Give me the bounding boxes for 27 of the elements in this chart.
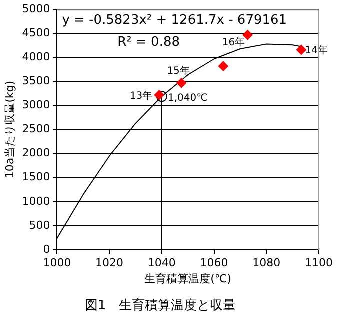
y-tick-label: 3500 [22, 74, 50, 88]
annotation: 16年 [222, 36, 246, 49]
text: 図1 生育積算温度と収量 [84, 298, 236, 314]
y-tick-label: 500 [29, 218, 50, 232]
annotation: 1,040℃ [168, 93, 208, 104]
y-tick-label: 2000 [22, 146, 50, 160]
y-tick-label: 1000 [22, 194, 50, 208]
x-axis-title: 生育積算温度(℃) [144, 272, 232, 286]
x-tick-label: 1020 [96, 256, 124, 270]
x-tick-label: 1080 [252, 256, 281, 270]
y-tick-label: 5000 [22, 2, 50, 16]
y-tick-label: 4000 [22, 50, 50, 64]
x-tick-label: 1100 [305, 256, 333, 270]
y-tick-label: 3000 [22, 98, 50, 112]
x-tick-label: 1000 [43, 256, 72, 270]
y-tick-label: 1500 [22, 170, 50, 184]
annotation: R² = 0.88 [118, 34, 180, 50]
annotation: 15年 [167, 64, 190, 77]
y-tick-label: 0 [43, 242, 50, 256]
x-tick-label: 1060 [200, 256, 228, 270]
y-tick-label: 4500 [22, 26, 50, 40]
annotation: y = -0.5823x² + 1261.7x - 679161 [62, 12, 288, 28]
x-tick-label: 1040 [148, 256, 176, 270]
y-axis-title: 10a当たり収量(kg) [3, 80, 16, 179]
annotation: 14年 [305, 44, 328, 57]
y-tick-label: 2500 [22, 122, 50, 136]
annotation: 13年 [130, 90, 153, 102]
